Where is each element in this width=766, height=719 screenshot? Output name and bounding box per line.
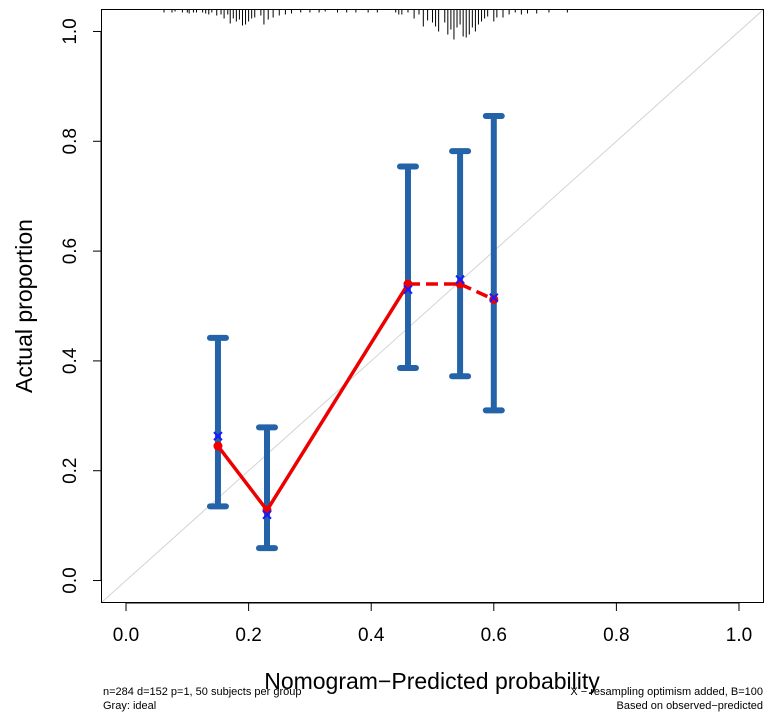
y-axis: 0.0 0.2 0.4 0.6 0.8 1.0 xyxy=(60,18,102,594)
x-tick-label: 0.2 xyxy=(235,625,261,646)
y-tick-label: 0.8 xyxy=(60,128,81,154)
x-tick-label: 0.8 xyxy=(603,625,629,646)
observed-segment-2 xyxy=(265,283,410,512)
x-tick-label: 0.6 xyxy=(481,625,507,646)
y-tick-label: 1.0 xyxy=(60,18,81,44)
y-axis-title: Actual proportion xyxy=(11,219,37,393)
y-tick-label: 0.0 xyxy=(60,567,81,593)
observed-point-1 xyxy=(213,441,223,451)
ideal-line-layer xyxy=(101,9,764,603)
observed-layer xyxy=(213,279,499,515)
bias-corrected-marker-4 xyxy=(455,274,465,285)
bias-corrected-marker-1 xyxy=(213,431,223,441)
bias-corrected-marker-2 xyxy=(262,509,272,520)
error-bars-layer xyxy=(206,113,505,552)
y-tick-label: 0.4 xyxy=(60,347,81,374)
rug-layer xyxy=(163,9,568,40)
x-tick-label: 0.0 xyxy=(113,625,139,646)
bias-corrected-marker-5 xyxy=(489,293,499,303)
footnote-resampling: X − resampling optimism added, B=100 xyxy=(570,686,763,698)
x-tick-label: 0.4 xyxy=(358,625,385,646)
observed-segment-4 xyxy=(459,282,495,302)
x-tick-label: 1.0 xyxy=(726,625,752,646)
observed-segment-1 xyxy=(216,444,269,512)
footnote-method: Based on observed−predicted xyxy=(616,700,763,712)
bias-corrected-marker-3 xyxy=(403,284,413,295)
x-axis: 0.0 0.2 0.4 0.6 0.8 1.0 xyxy=(113,602,752,646)
observed-point-5 xyxy=(489,294,499,304)
y-tick-label: 0.6 xyxy=(60,238,81,264)
footnote-summary: n=284 d=152 p=1, 50 subjects per group xyxy=(103,686,302,698)
x-axis-title: Nomogram−Predicted probability xyxy=(264,668,600,694)
bias-corrected-layer xyxy=(213,274,499,520)
ideal-line xyxy=(101,9,764,603)
footnote-ideal-legend: Gray: ideal xyxy=(103,700,157,712)
y-tick-label: 0.2 xyxy=(60,458,81,484)
